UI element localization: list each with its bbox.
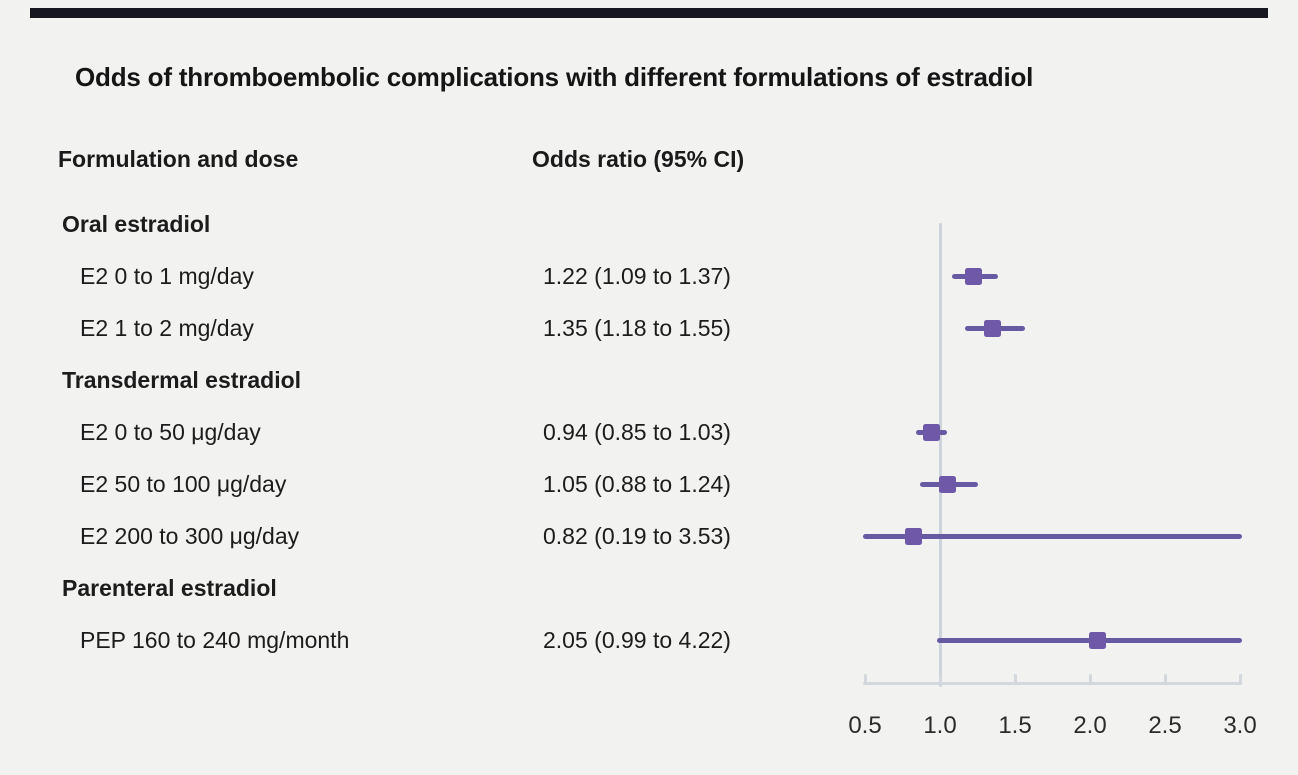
x-axis-tick-label: 2.5 [1148, 712, 1182, 739]
x-axis-tick [1238, 674, 1242, 685]
row-odds-value: 2.05 (0.99 to 4.22) [543, 627, 731, 653]
x-axis-tick [1088, 674, 1092, 685]
row-item-label: E2 200 to 300 μg/day [80, 523, 300, 549]
top-rule [30, 8, 1268, 18]
x-axis [863, 682, 1242, 685]
or-marker [939, 475, 956, 493]
row-item-label: PEP 160 to 240 mg/month [80, 627, 350, 653]
row-group-label: Parenteral estradiol [62, 575, 277, 601]
row-group-label: Oral estradiol [62, 211, 211, 237]
or-marker [984, 319, 1001, 337]
column-header-odds-ratio: Odds ratio (95% CI) [532, 146, 745, 172]
x-axis-tick-label: 2.0 [1073, 712, 1107, 739]
reference-line [938, 223, 942, 687]
or-marker [904, 527, 922, 545]
x-axis-tick [863, 674, 867, 685]
x-axis-tick-label: 3.0 [1223, 712, 1257, 739]
column-header-formulation: Formulation and dose [58, 146, 299, 172]
row-item-label: E2 50 to 100 μg/day [80, 471, 287, 497]
row-item-label: E2 0 to 50 μg/day [80, 419, 261, 445]
x-axis-tick [1163, 674, 1167, 685]
row-odds-value: 1.35 (1.18 to 1.55) [543, 315, 731, 341]
row-odds-value: 1.22 (1.09 to 1.37) [543, 263, 731, 289]
row-group-label: Transdermal estradiol [62, 367, 302, 393]
x-axis-tick [1013, 674, 1017, 685]
or-marker [964, 267, 982, 285]
or-marker [922, 423, 940, 441]
figure-title: Odds of thromboembolic complications wit… [75, 62, 1034, 92]
row-odds-value: 1.05 (0.88 to 1.24) [543, 471, 731, 497]
x-axis-tick-label: 0.5 [848, 712, 882, 739]
x-axis-tick-label: 1.5 [998, 712, 1032, 739]
row-item-label: E2 0 to 1 mg/day [80, 263, 254, 289]
row-item-label: E2 1 to 2 mg/day [80, 315, 254, 341]
ci-line [863, 533, 1242, 539]
x-axis-tick [938, 674, 942, 685]
row-odds-value: 0.82 (0.19 to 3.53) [543, 523, 731, 549]
row-odds-value: 0.94 (0.85 to 1.03) [543, 419, 731, 445]
or-marker [1089, 631, 1106, 649]
x-axis-tick-label: 1.0 [923, 712, 957, 739]
